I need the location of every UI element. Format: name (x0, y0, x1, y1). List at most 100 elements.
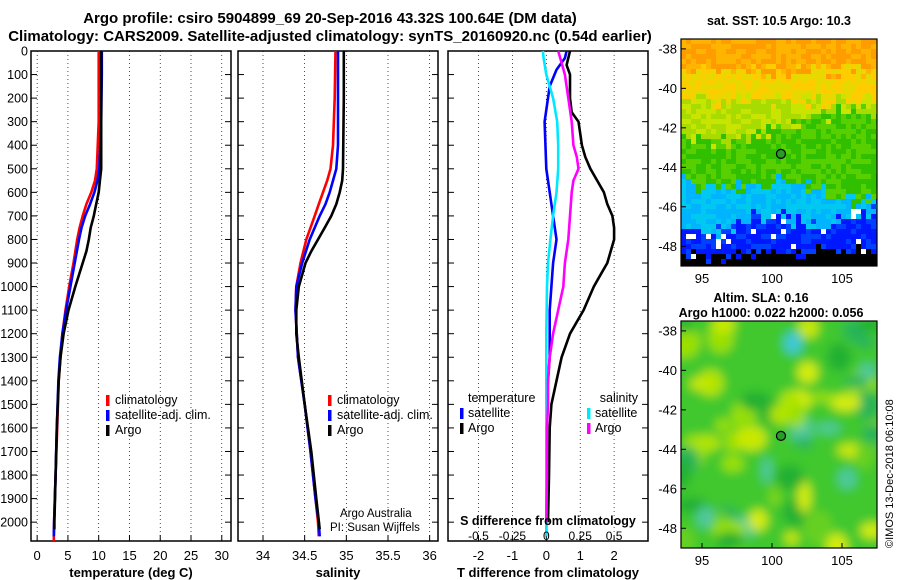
y-tick-label: 2000 (0, 516, 28, 530)
map-y-tick-label: -42 (658, 120, 677, 135)
legend-swatch (460, 423, 464, 434)
x-tick-label: 36 (422, 548, 436, 563)
x-tick-label: 34.5 (292, 548, 317, 563)
legend-title: temperature (468, 391, 535, 405)
map-y-tick-label: -40 (658, 81, 677, 96)
map-y-tick-label: -48 (658, 239, 677, 254)
legend-swatch (106, 410, 110, 421)
float-position-marker (775, 148, 787, 159)
y-tick-label: 500 (7, 162, 28, 176)
legend-swatch (328, 425, 332, 436)
x-tick-label: 0 (34, 548, 41, 563)
sla-map-subtitle: Argo h1000: 0.022 h2000: 0.056 (679, 306, 864, 320)
sst-map-image (681, 39, 877, 266)
x-tick-label: 2 (610, 548, 617, 563)
legend-swatch (460, 408, 464, 419)
legend-label: climatology (337, 393, 400, 407)
y-tick-label: 1700 (0, 445, 28, 459)
series-line-s-satellite (541, 50, 560, 537)
map-y-tick-label: -38 (658, 41, 677, 56)
map-y-tick-label: -48 (658, 521, 677, 536)
legend-swatch (106, 425, 110, 436)
legend-swatch (587, 423, 591, 434)
sst-map-title: sat. SST: 10.5 Argo: 10.3 (707, 14, 851, 28)
x-axis-label: T difference from climatology (457, 565, 640, 580)
legend-swatch (328, 395, 332, 406)
y-tick-label: 1600 (0, 421, 28, 435)
legend-swatch (106, 395, 110, 406)
map-x-tick-label: 105 (831, 553, 853, 568)
y-tick-label: 1500 (0, 398, 28, 412)
credit-line1: Argo Australia (340, 508, 412, 520)
y-tick-label: 700 (7, 209, 28, 223)
sla-map-frame (680, 320, 878, 549)
legend-swatch (587, 408, 591, 419)
y-tick-label: 1100 (1, 304, 28, 318)
map-y-tick-label: -46 (658, 199, 677, 214)
sla-map-title: Altim. SLA: 0.16 (713, 291, 808, 305)
map-y-tick-label: -40 (658, 363, 677, 378)
map-x-tick-label: 95 (695, 271, 709, 286)
chart-title-line1: Argo profile: csiro 5904899_69 20-Sep-20… (83, 10, 577, 27)
x-tick-label: 0 (543, 548, 550, 563)
x-tick-label: 25 (184, 548, 198, 563)
map-x-tick-label: 95 (695, 553, 709, 568)
s-tick-label: -0.5 (468, 529, 489, 543)
y-tick-label: 1900 (0, 492, 28, 506)
legend-label: satellite (595, 406, 637, 420)
map-x-tick-label: 100 (761, 271, 783, 286)
series-line-argo (53, 51, 103, 530)
series-line-t-argo (546, 50, 616, 523)
map-x-tick-label: 100 (761, 553, 783, 568)
y-tick-label: 1000 (0, 280, 28, 294)
s-tick-label: 0.5 (606, 529, 623, 543)
y-tick-label: 200 (7, 92, 28, 106)
float-position-marker (775, 430, 787, 441)
x-tick-label: 20 (153, 548, 167, 563)
legend-label: Argo (595, 421, 621, 435)
series-line-s-argo (545, 50, 580, 523)
map-y-tick-label: -44 (658, 442, 677, 457)
x-tick-label: -2 (473, 548, 485, 563)
legend-swatch (328, 410, 332, 421)
x-tick-label: -1 (507, 548, 519, 563)
map-x-tick-label: 105 (831, 271, 853, 286)
profile-panel-frame-temperature (30, 50, 232, 542)
y-tick-label: 0 (21, 45, 28, 59)
map-y-tick-label: -42 (658, 402, 677, 417)
s-axis-label: S difference from climatology (460, 514, 636, 528)
imos-watermark: ©IMOS 13-Dec-2018 06:10:08 (884, 399, 896, 548)
x-tick-label: 15 (122, 548, 136, 563)
map-y-tick-label: -38 (658, 323, 677, 338)
x-tick-label: 30 (215, 548, 229, 563)
credit-line2: PI: Susan Wijffels (330, 522, 420, 534)
y-tick-label: 1800 (0, 469, 28, 483)
map-y-tick-label: -46 (658, 481, 677, 496)
sst-map-frame (680, 38, 878, 267)
y-tick-label: 1300 (0, 351, 28, 365)
s-tick-label: -0.25 (499, 529, 527, 543)
s-tick-label: 0 (543, 529, 550, 543)
series-line-argo (294, 51, 346, 530)
chart-title-line2: Climatology: CARS2009. Satellite-adjuste… (8, 28, 652, 45)
x-tick-label: 5 (64, 548, 71, 563)
y-tick-label: 300 (7, 115, 28, 129)
legend-label: Argo (115, 423, 141, 437)
x-tick-label: 1 (577, 548, 584, 563)
y-tick-label: 900 (7, 257, 28, 271)
y-tick-label: 800 (7, 233, 28, 247)
x-tick-label: 35 (339, 548, 353, 563)
legend-label: climatology (115, 393, 178, 407)
legend-label: Argo (337, 423, 363, 437)
x-tick-label: 34 (256, 548, 270, 563)
y-tick-label: 1400 (0, 374, 28, 388)
legend-label: Argo (468, 421, 494, 435)
legend-label: satellite-adj. clim. (115, 408, 211, 422)
s-tick-label: 0.25 (569, 529, 593, 543)
legend-title: salinity (600, 391, 639, 405)
y-tick-label: 100 (7, 68, 28, 82)
legend-label: satellite (468, 406, 510, 420)
y-tick-label: 400 (7, 139, 28, 153)
y-tick-label: 1200 (0, 327, 28, 341)
